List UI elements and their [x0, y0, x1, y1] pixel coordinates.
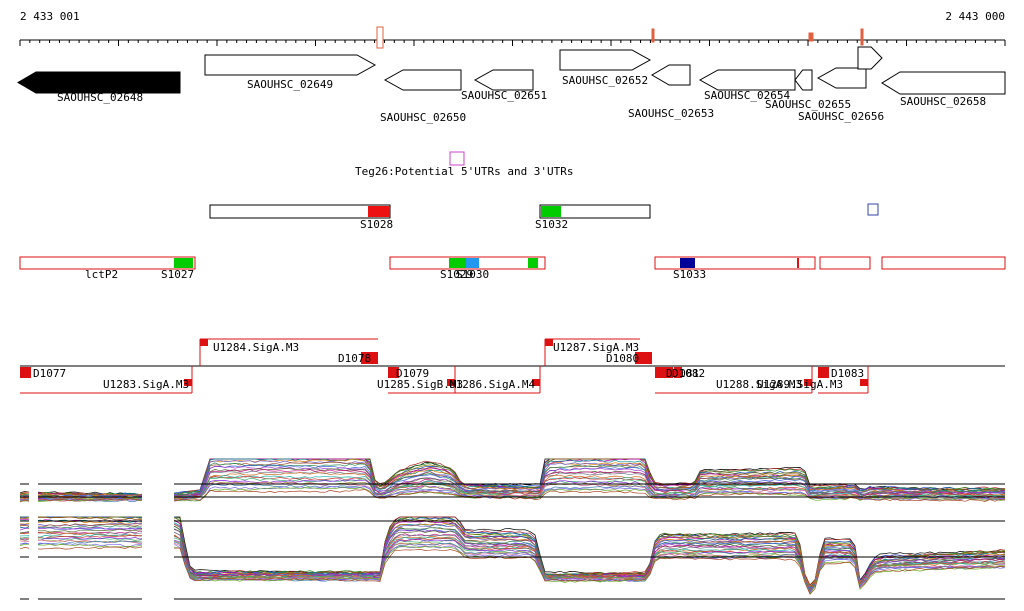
tss-label: D1080: [606, 352, 639, 365]
tss-flag[interactable]: [200, 339, 208, 346]
srna2-segment[interactable]: [528, 258, 538, 268]
tss-label: D1079: [396, 367, 429, 380]
gene-arrow-SAOUHSC_02655[interactable]: [794, 69, 813, 91]
gene-arrow-SAOUHSC_02648[interactable]: [17, 71, 181, 94]
srna1-segment[interactable]: [541, 206, 561, 217]
gene-label: SAOUHSC_02652: [562, 74, 648, 87]
tss-label: D1077: [33, 367, 66, 380]
utr-annotation-track: Teg26:Potential 5'UTRs and 3'UTRs: [355, 151, 574, 178]
expression-line: [19, 461, 1006, 498]
expression-line: [19, 540, 1006, 592]
tss-label: U1285.SigB.M3: [377, 378, 463, 391]
srna2-label: S1027: [161, 268, 194, 281]
tss-label: U1288.SigA.M3: [716, 378, 802, 391]
expression-line: [19, 531, 1006, 593]
tss-flag[interactable]: [804, 379, 812, 386]
tss-flag[interactable]: [860, 379, 868, 386]
srna2-segment[interactable]: [449, 258, 466, 268]
gene-track: SAOUHSC_02648 SAOUHSC_02649 SAOUHSC_02650 S…: [17, 46, 1006, 124]
gene-label: SAOUHSC_02654: [704, 89, 790, 102]
tss-label: D1082: [672, 367, 705, 380]
terminator-marker[interactable]: [818, 367, 829, 378]
gene-arrow-SAOUHSC_02657[interactable]: [857, 46, 883, 70]
tss-label: U1283.SigA.M3: [103, 378, 189, 391]
tss-label: D1078: [338, 352, 371, 365]
tss-flag[interactable]: [532, 379, 540, 386]
gene-arrow-SAOUHSC_02651[interactable]: [473, 69, 534, 91]
gene-label: SAOUHSC_02655: [765, 98, 851, 111]
gene-label: SAOUHSC_02658: [900, 95, 986, 108]
utr-box[interactable]: [449, 151, 465, 166]
ruler-start-coordinate: 2 433 001: [20, 10, 80, 23]
srna2-label: lctP2: [85, 268, 118, 281]
gene-arrow-SAOUHSC_02650[interactable]: [383, 69, 462, 91]
gene-arrow-SAOUHSC_02658[interactable]: [881, 71, 1006, 95]
ruler-red-mark: [860, 28, 864, 46]
srna2-label: S1030: [456, 268, 489, 281]
srna2-segment[interactable]: [466, 258, 479, 268]
expression-line: [19, 546, 1006, 595]
tss-label: U1284.SigA.M3: [213, 341, 299, 354]
gene-label: SAOUHSC_02649: [247, 78, 333, 91]
srna2-label: S1033: [673, 268, 706, 281]
gene-arrow-SAOUHSC_02656[interactable]: [816, 67, 867, 89]
srna2-box[interactable]: [881, 256, 1006, 270]
srna1-segment[interactable]: [368, 206, 390, 217]
gene-arrow-SAOUHSC_02653[interactable]: [651, 64, 691, 86]
srna2-segment[interactable]: [797, 258, 799, 268]
tss-flag[interactable]: [545, 339, 553, 346]
tss-label: D1083: [831, 367, 864, 380]
tss-label: U1287.SigA.M3: [553, 341, 639, 354]
srna1-label: S1028: [360, 218, 393, 231]
srna1-label: S1032: [535, 218, 568, 231]
data-gap: [29, 456, 38, 603]
gene-label: SAOUHSC_02651: [461, 89, 547, 102]
tss-label: U1286.SigA.M4: [449, 378, 535, 391]
srna1-box[interactable]: [539, 204, 651, 219]
terminator-marker[interactable]: [388, 367, 399, 378]
expression-profile-track: [19, 458, 1006, 600]
gene-label: SAOUHSC_02656: [798, 110, 884, 123]
tss-flag[interactable]: [447, 379, 455, 386]
tss-track: D1077 U1283.SigA.M3 U1284.SigA.M3 D1078 D107…: [20, 338, 1005, 394]
terminator-marker[interactable]: [20, 367, 31, 378]
data-gap-overlays: [29, 456, 174, 603]
terminator-marker[interactable]: [674, 367, 682, 378]
gene-arrow-SAOUHSC_02649[interactable]: [204, 54, 377, 76]
ruler-red-mark: [376, 26, 384, 49]
srna2-box[interactable]: [819, 256, 871, 270]
terminator-marker[interactable]: [361, 352, 378, 364]
gene-label: SAOUHSC_02650: [380, 111, 466, 124]
srna-track-1: S1028 S1032: [209, 203, 879, 231]
data-gap: [142, 456, 174, 603]
srna1-box[interactable]: [209, 204, 391, 219]
terminator-marker[interactable]: [655, 367, 673, 378]
ruler-red-mark: [651, 28, 655, 43]
srna1-box[interactable]: [867, 203, 879, 216]
expression-line: [19, 525, 1006, 590]
ruler-red-mark: [808, 32, 814, 42]
gene-arrow-SAOUHSC_02652[interactable]: [559, 49, 652, 71]
expression-line: [19, 522, 1006, 590]
utr-label: Teg26:Potential 5'UTRs and 3'UTRs: [355, 165, 574, 178]
terminator-marker[interactable]: [635, 352, 652, 364]
gene-label: SAOUHSC_02653: [628, 107, 714, 120]
srna2-label: S1029: [440, 268, 473, 281]
srna2-box[interactable]: [19, 256, 196, 270]
gene-label: SAOUHSC_02648: [57, 91, 143, 104]
srna2-segment[interactable]: [174, 258, 193, 268]
tss-flag[interactable]: [184, 379, 192, 386]
expression-line: [19, 458, 1006, 497]
tss-label: U1289.SigA.M3: [757, 378, 843, 391]
ruler-end-coordinate: 2 443 000: [945, 10, 1005, 23]
expression-line: [19, 489, 1006, 503]
expression-line: [19, 483, 1006, 503]
ruler-track: [19, 26, 1006, 49]
srna2-segment[interactable]: [680, 258, 695, 268]
gene-arrow-SAOUHSC_02654[interactable]: [698, 69, 796, 91]
